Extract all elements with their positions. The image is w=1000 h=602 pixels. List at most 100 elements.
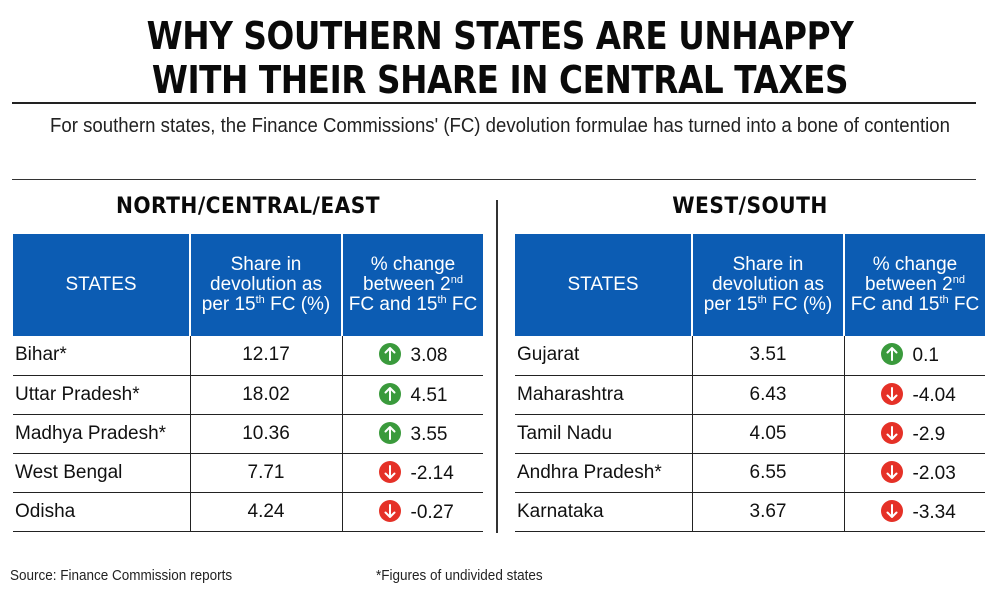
state-name: West Bengal <box>13 453 190 493</box>
header-share-line3-post: FC (%) <box>264 294 331 315</box>
state-name: Andhra Pradesh* <box>515 453 692 493</box>
arrow-down-icon <box>880 421 903 444</box>
table-row: Madhya Pradesh* 10.36 3.55 <box>13 414 483 454</box>
header-share-line1: Share in <box>230 254 302 275</box>
change-cell: -3.34 <box>844 492 985 532</box>
state-name: Karnataka <box>515 492 692 532</box>
change-value: -4.04 <box>912 384 956 406</box>
arrow-down-icon <box>880 499 903 522</box>
state-name: Bihar* <box>13 336 190 376</box>
share-value: 18.02 <box>189 375 343 415</box>
state-name: Odisha <box>13 492 190 532</box>
arrow-up-icon <box>378 421 401 444</box>
title-line-1: WHY SOUTHERN STATES ARE UNHAPPY <box>146 14 854 58</box>
header-states-label: STATES <box>567 274 639 295</box>
header-change-line2-pre: between 2 <box>865 274 953 295</box>
title-line-2: WITH THEIR SHARE IN CENTRAL TAXES <box>151 58 849 102</box>
footnote: *Figures of undivided states <box>376 567 543 584</box>
state-name: Madhya Pradesh* <box>13 414 190 454</box>
arrow-up-icon <box>880 343 903 366</box>
change-cell: 4.51 <box>342 375 483 415</box>
change-value: 3.08 <box>410 345 448 367</box>
mid-rule <box>12 179 976 180</box>
header-change: % change between 2nd FC and 15th FC <box>844 234 985 336</box>
panel-title: NORTH/CENTRAL/EAST <box>115 194 381 219</box>
header-change-sup-1: nd <box>450 274 463 286</box>
header-share-line3-pre: per 15 <box>703 294 758 315</box>
state-name: Tamil Nadu <box>515 414 692 454</box>
header-share-line3-pre: per 15 <box>201 294 256 315</box>
table-row: Andhra Pradesh* 6.55 -2.03 <box>515 453 985 493</box>
header-share-line1: Share in <box>732 254 804 275</box>
arrow-down-icon <box>880 460 903 483</box>
header-share: Share in devolution as per 15th FC (%) <box>190 234 343 336</box>
header-change-sup-1: nd <box>952 274 965 286</box>
change-value: -2.03 <box>912 462 956 484</box>
data-table: STATES Share in devolution as per 15 th F… <box>515 234 985 532</box>
share-value: 3.51 <box>691 336 845 376</box>
header-states: STATES <box>13 234 191 336</box>
change-value: 3.55 <box>410 423 448 445</box>
change-cell: 3.08 <box>342 336 483 376</box>
state-name: Maharashtra <box>515 375 692 415</box>
table-row: Karnataka 3.67 -3.34 <box>515 492 985 532</box>
header-change-sup-2: th <box>939 294 949 306</box>
header-change-sup-2: th <box>437 294 447 306</box>
table-row: Odisha 4.24 -0.27 <box>13 492 483 532</box>
arrow-down-icon <box>378 460 401 483</box>
header-row: STATES Share in devolution as per 15th F… <box>13 234 483 336</box>
table-row: West Bengal 7.71 -2.14 <box>13 453 483 493</box>
change-cell: -2.9 <box>844 414 985 454</box>
share-value: 12.17 <box>189 336 343 376</box>
panel-title: WEST/SOUTH <box>672 194 828 219</box>
header-share-line2: devolution as <box>712 274 824 295</box>
table-row: Gujarat 3.51 0.1 <box>515 336 985 376</box>
header-change-line3-post: FC <box>948 294 980 315</box>
page-title: WHY SOUTHERN STATES ARE UNHAPPY WITH THE… <box>70 14 930 102</box>
change-value: -0.27 <box>410 501 454 523</box>
share-value: 6.55 <box>691 453 845 493</box>
panel-north-central-east: NORTH/CENTRAL/EAST STATES Share in devol… <box>13 192 483 532</box>
table-row: Bihar* 12.17 3.08 <box>13 336 483 376</box>
header-share-line2: devolution as <box>210 274 322 295</box>
arrow-up-icon <box>378 382 401 405</box>
arrow-down-icon <box>378 499 401 522</box>
state-name: Gujarat <box>515 336 692 376</box>
change-value: 0.1 <box>912 345 939 367</box>
change-cell: -2.03 <box>844 453 985 493</box>
change-cell: 3.55 <box>342 414 483 454</box>
source-note: Source: Finance Commission reports <box>10 567 233 584</box>
change-value: 4.51 <box>410 384 448 406</box>
share-value: 7.71 <box>189 453 343 493</box>
state-name: Uttar Pradesh* <box>13 375 190 415</box>
table-row: Tamil Nadu 4.05 -2.9 <box>515 414 985 454</box>
change-value: -2.14 <box>410 462 454 484</box>
table-row: Uttar Pradesh* 18.02 4.51 <box>13 375 483 415</box>
change-cell: 0.1 <box>844 336 985 376</box>
header-change-line1: % change <box>872 254 958 275</box>
data-table: STATES Share in devolution as per 15th F… <box>13 234 483 532</box>
change-cell: -0.27 <box>342 492 483 532</box>
header-row: STATES Share in devolution as per 15 th F… <box>515 234 985 336</box>
header-share-line3-post: FC (%) <box>766 294 833 315</box>
header-states: STATES <box>515 234 693 336</box>
top-rule <box>12 102 976 104</box>
panel-west-south: WEST/SOUTH STATES Share in devolution as… <box>515 192 985 532</box>
arrow-up-icon <box>378 343 401 366</box>
table-row: Maharashtra 6.43 -4.04 <box>515 375 985 415</box>
header-change-line3-pre: FC and 15 <box>850 294 940 315</box>
arrow-down-icon <box>880 382 903 405</box>
header-change: % change between 2nd FC and 15th FC <box>342 234 483 336</box>
panel-divider <box>496 200 498 533</box>
change-cell: -2.14 <box>342 453 483 493</box>
subtitle: For southern states, the Finance Commiss… <box>50 115 950 137</box>
share-value: 10.36 <box>189 414 343 454</box>
share-value: 3.67 <box>691 492 845 532</box>
header-states-label: STATES <box>65 274 137 295</box>
header-change-line2-pre: between 2 <box>363 274 451 295</box>
share-value: 6.43 <box>691 375 845 415</box>
share-value: 4.24 <box>189 492 343 532</box>
header-change-line3-pre: FC and 15 <box>348 294 438 315</box>
share-value: 4.05 <box>691 414 845 454</box>
change-value: -3.34 <box>912 501 956 523</box>
